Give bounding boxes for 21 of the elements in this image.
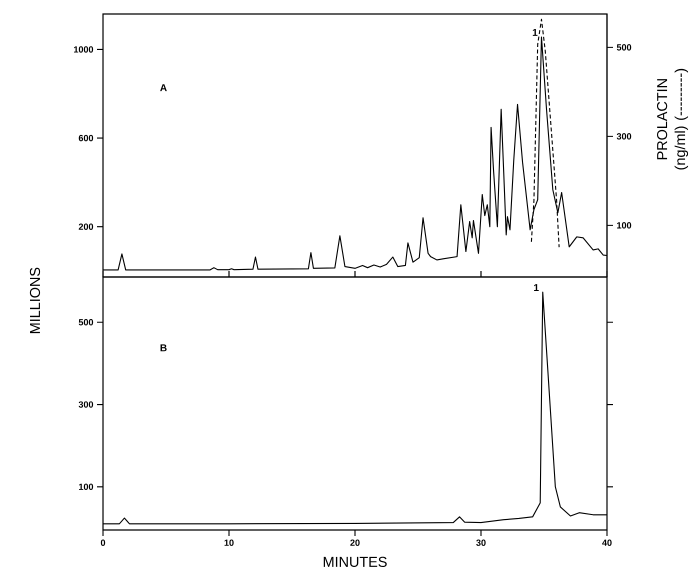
y-tick-label: 600	[78, 134, 94, 142]
y-tick-label: 1000	[74, 46, 94, 53]
x-tick-label: 10	[224, 540, 234, 546]
x-tick-label: 20	[350, 540, 360, 546]
y-axis-title: MILLIONS	[30, 268, 40, 334]
y-tick-label: 500	[78, 319, 94, 326]
annotation: A	[160, 84, 167, 92]
y2-tick-label: 300	[616, 133, 632, 140]
y2-axis-title: PROLACTIN (ng/ml) (---------)	[657, 68, 688, 170]
y2-tick-label: 500	[616, 44, 632, 51]
y-tick-label: 100	[79, 484, 94, 490]
x-axis-title: MINUTES	[324, 556, 387, 567]
annotation: B	[160, 344, 167, 352]
y-tick-label: 200	[78, 224, 94, 230]
x-tick-label: 30	[476, 540, 486, 546]
y-tick-label: 300	[78, 401, 94, 408]
x-tick-label: 0	[100, 540, 106, 546]
annotation: 1	[532, 28, 538, 36]
y2-tick-label: 100	[617, 222, 632, 229]
x-tick-label: 40	[602, 540, 612, 546]
annotation: 1	[534, 284, 539, 292]
